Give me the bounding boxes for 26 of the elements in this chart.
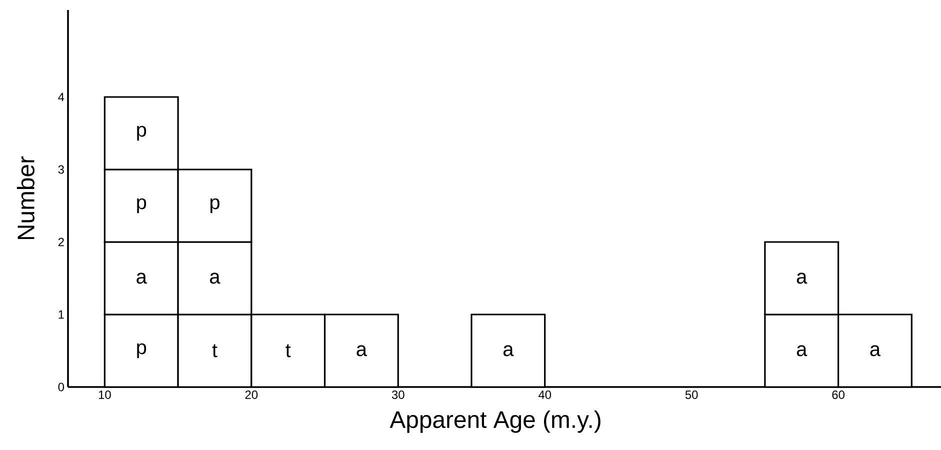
data-label: a xyxy=(796,272,808,284)
y-tick-label: 3 xyxy=(58,165,64,174)
data-label: p xyxy=(137,198,146,214)
x-axis-title: Apparent Age (m.y.) xyxy=(390,410,600,433)
x-tick-label: 10 xyxy=(98,390,111,399)
data-label: a xyxy=(503,345,514,356)
data-label: a xyxy=(356,345,367,356)
y-tick-label: 4 xyxy=(58,92,64,102)
x-tick-label: 50 xyxy=(685,390,698,399)
x-tick-label: 40 xyxy=(538,390,552,399)
data-label: a xyxy=(870,345,881,356)
x-tick-label: 30 xyxy=(392,390,404,399)
data-label: a xyxy=(210,272,220,284)
y-tick-label: 1 xyxy=(58,310,64,319)
data-label: t xyxy=(212,344,218,358)
x-tick-label: 60 xyxy=(832,390,844,399)
x-tick-label: 20 xyxy=(245,390,258,399)
data-label: a xyxy=(796,345,808,356)
data-label: t xyxy=(286,344,291,358)
y-axis-title: Number xyxy=(16,156,34,240)
data-label: p xyxy=(137,126,146,141)
data-label: p xyxy=(210,198,220,214)
y-tick-label: 0 xyxy=(58,382,64,392)
data-label: p xyxy=(137,343,146,358)
data-label: a xyxy=(136,272,147,284)
y-tick-label: 2 xyxy=(58,238,64,246)
